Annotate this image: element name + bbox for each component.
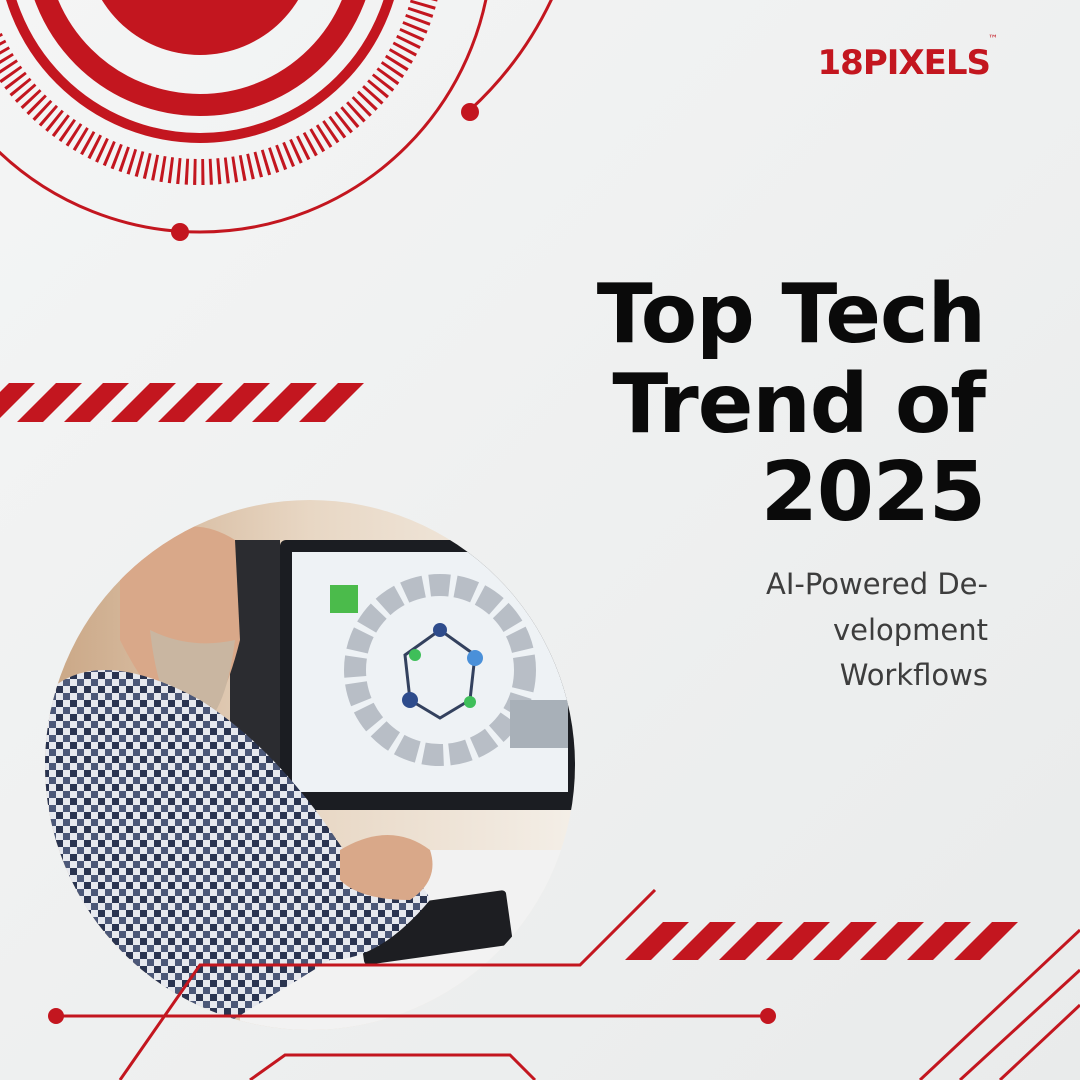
stripe [719, 922, 783, 960]
stripe [0, 383, 35, 418]
logo: 18PIXELS [818, 43, 990, 83]
ring-decoration [0, 0, 553, 234]
subheadline-line: AI-Powered De- [766, 567, 988, 601]
stripe [158, 383, 223, 422]
trademark: ™ [988, 34, 998, 45]
photo [45, 500, 575, 1030]
stripe [860, 922, 924, 960]
headline-line: Trend of [612, 357, 987, 452]
stripe [252, 383, 317, 422]
circuit-lines [56, 888, 1080, 1080]
subheadline-line: Workflows [840, 658, 988, 692]
subheadline-line: velopment [833, 613, 988, 647]
stripe [111, 383, 176, 422]
stripe [766, 922, 830, 960]
stripe [205, 383, 270, 422]
stripe [813, 922, 877, 960]
stripe [64, 383, 129, 422]
stripes [625, 922, 1018, 960]
ring-dots [171, 103, 479, 241]
stripe [954, 922, 1018, 960]
stripe [672, 922, 736, 960]
stripe [625, 922, 689, 960]
stripes [0, 383, 364, 422]
headline-line: Top Tech [597, 267, 985, 362]
stripe [907, 922, 971, 960]
circuit-dots [48, 1008, 776, 1024]
stripe [17, 383, 82, 422]
stripe [299, 383, 364, 422]
headline-line: 2025 [761, 445, 985, 540]
